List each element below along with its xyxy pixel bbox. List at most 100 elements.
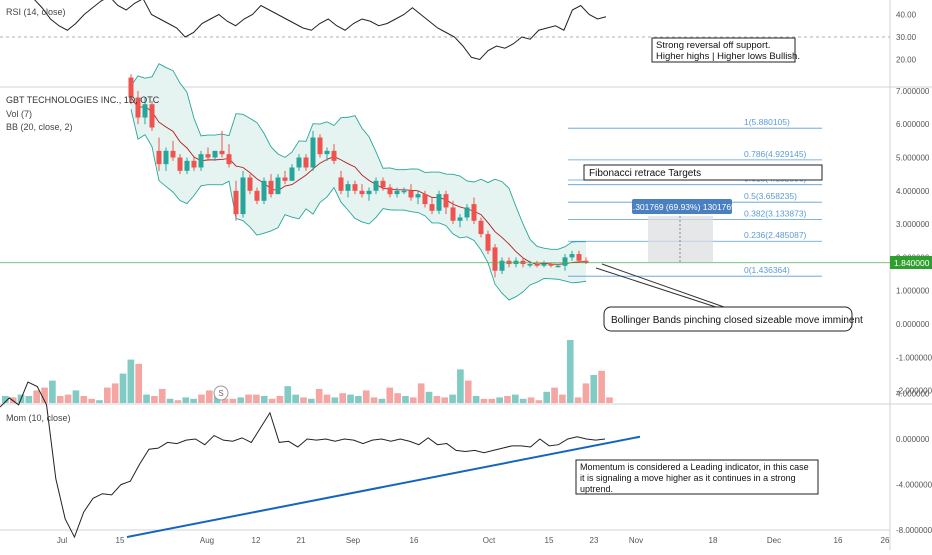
time-tick-label: 12 (252, 536, 261, 545)
candle-body (275, 177, 281, 195)
symbol-title[interactable]: GBT TECHNOLOGIES INC., 1D, OTC (6, 95, 160, 105)
volume-bar (425, 391, 433, 403)
fibonacci-levels: 1(5.880105)0.786(4.929145)0.65(4.324796)… (568, 117, 822, 277)
vol-label[interactable]: Vol (7) (6, 109, 32, 119)
fib-level-label: 0.786(4.929145) (744, 149, 807, 159)
candle-body (128, 77, 134, 98)
volume-bar (253, 394, 260, 403)
volume-bar (213, 396, 221, 403)
rsi-tick-label: 20.00 (896, 56, 917, 65)
momentum-tick-label: -8.000000 (896, 526, 932, 535)
candle-body (338, 177, 344, 191)
volume-bar (386, 387, 394, 403)
volume-bar (496, 397, 503, 403)
fib-annotation[interactable]: Fibonacci retrace Targets (583, 164, 823, 181)
momentum-label[interactable]: Mom (10, close) (6, 413, 71, 423)
candle-body (555, 265, 561, 268)
candle-body (492, 247, 498, 271)
momentum-tick-label: -4.000000 (896, 481, 932, 490)
volume-bar (72, 390, 80, 403)
volume-bar (582, 383, 590, 403)
candle-body (233, 190, 239, 215)
candle-body (415, 194, 421, 198)
candle-body (380, 180, 386, 188)
bollinger-bands (130, 63, 587, 301)
volume-bar (308, 398, 315, 403)
candle-body (191, 160, 197, 168)
bb-fill (131, 63, 586, 300)
volume-bar (488, 398, 496, 403)
candle-body (198, 154, 204, 168)
candle-body (247, 177, 253, 191)
time-tick-label: 16 (410, 536, 419, 545)
candle-body (450, 207, 456, 221)
candle-body (401, 190, 407, 193)
volume-bar (104, 387, 111, 403)
volume-bar (362, 390, 370, 403)
volume-bar (519, 398, 527, 403)
time-tick-label: 21 (297, 536, 306, 545)
candle-body (156, 150, 162, 165)
time-tick-label: 18 (709, 536, 718, 545)
bb-annotation[interactable]: Bollinger Bands pinching closed sizeable… (595, 263, 863, 332)
momentum-line (0, 381, 606, 539)
volume-bar (276, 396, 284, 403)
time-tick-label: Aug (200, 536, 214, 545)
volume-bar (49, 380, 56, 403)
price-tick-label: 0.000000 (896, 320, 930, 329)
volume-bar (143, 394, 150, 403)
candle-body (429, 204, 435, 211)
volume-bar (135, 363, 143, 403)
volume-bar (331, 397, 339, 403)
measure-tag (632, 199, 732, 214)
current-price-value: 1.840000 (894, 258, 930, 268)
candle-body (366, 190, 372, 195)
candle-body (394, 190, 400, 195)
volume-bar (559, 394, 566, 403)
candle-body (170, 150, 176, 158)
time-tick-label: 23 (590, 536, 599, 545)
candle-body (352, 184, 358, 191)
candle-body (499, 260, 505, 271)
volume-marker-label: S (218, 389, 223, 398)
time-tick-label: 16 (834, 536, 843, 545)
bb-label[interactable]: BB (20, close, 2) (6, 122, 73, 132)
momentum-annotation[interactable]: Momentum is considered a Leading indicat… (575, 459, 819, 495)
bb-lower-band (130, 109, 587, 301)
volume-bar (590, 375, 598, 403)
volume-bar (551, 387, 558, 403)
volume-bar (111, 383, 119, 403)
volume-bar (268, 398, 276, 403)
volume-bar (464, 380, 472, 403)
volume-bar (198, 394, 205, 403)
volume-bar (323, 394, 331, 403)
volume-bar (174, 400, 182, 403)
rsi-tick-label: 30.00 (896, 33, 917, 42)
time-tick-label: 26 (881, 536, 890, 545)
time-tick-label: Sep (346, 536, 361, 545)
volume-bar (80, 396, 88, 403)
measure-tool[interactable]: 1.301769 (69.93%) 1301769 (628, 199, 736, 262)
candle-body (282, 177, 288, 181)
rsi-note-line1: Strong reversal off support. (656, 40, 770, 51)
candle-body (464, 207, 470, 218)
candle-body (226, 154, 232, 165)
price-tick-label: 4.000000 (896, 187, 930, 196)
volume-bar (64, 394, 72, 403)
rsi-label[interactable]: RSI (14, close) (6, 7, 66, 17)
volume-bar (96, 400, 103, 403)
candle-body (317, 137, 323, 155)
candle-body (205, 154, 211, 158)
volume-bar (300, 397, 307, 403)
candle-body (569, 254, 575, 258)
volume-bar (292, 394, 299, 403)
rsi-annotation[interactable]: Strong reversal off support. Higher high… (651, 37, 800, 63)
momentum-tick-label: 0.000000 (896, 435, 930, 444)
candle-body (471, 204, 477, 221)
volume-bar (127, 359, 135, 403)
volume-marker[interactable]: S (213, 385, 229, 401)
volume-bar (378, 398, 386, 403)
volume-bar (480, 398, 488, 403)
